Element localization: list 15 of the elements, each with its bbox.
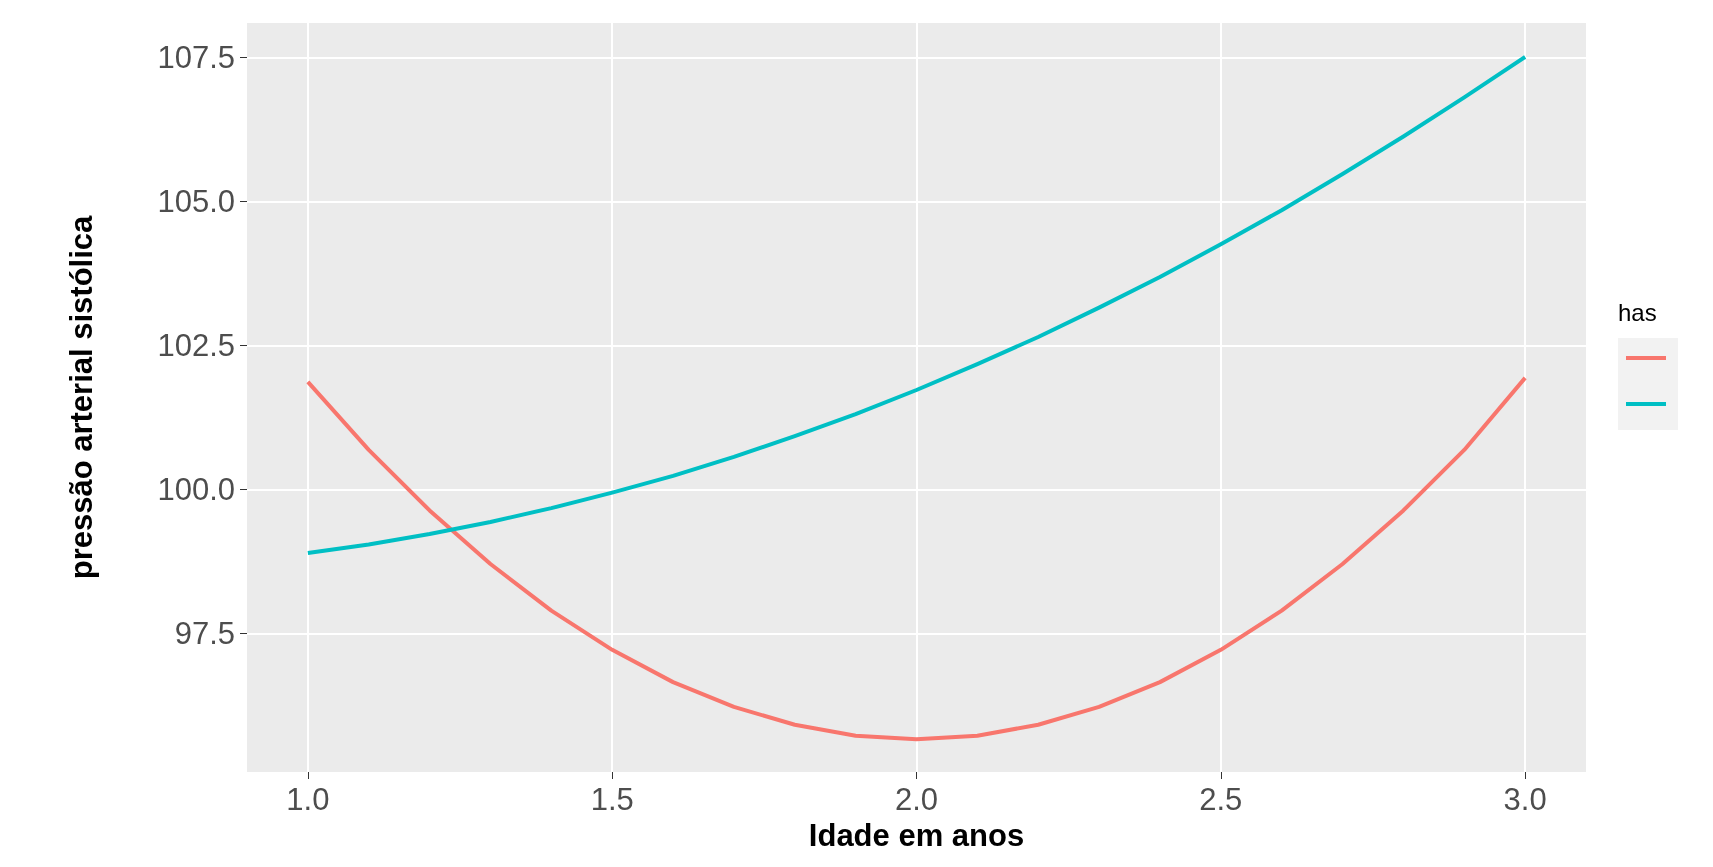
- x-tick-label: 2.5: [1199, 782, 1243, 817]
- y-tick-label: 107.5: [157, 40, 235, 76]
- x-axis-title: Idade em anos: [808, 818, 1025, 853]
- y-tick-label: 100.0: [157, 472, 235, 508]
- x-tick-label: 2.0: [894, 782, 939, 817]
- y-tick-label: 105.0: [157, 184, 235, 220]
- line-series: [305, 375, 1528, 742]
- x-tick-label: 3.0: [1503, 782, 1547, 817]
- y-tick-label: 97.5: [174, 616, 235, 652]
- x-tick-label: 1.5: [590, 782, 634, 817]
- legend-title: has: [1618, 298, 1657, 326]
- y-tick-label: 102.5: [157, 328, 235, 364]
- line-series: [305, 54, 1528, 556]
- y-axis-title: pressão arterial sistólica: [64, 214, 99, 580]
- x-tick-label: 1.0: [286, 782, 330, 817]
